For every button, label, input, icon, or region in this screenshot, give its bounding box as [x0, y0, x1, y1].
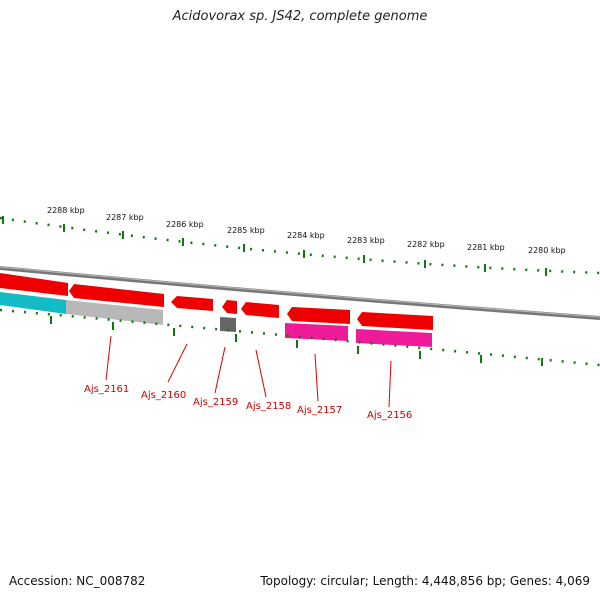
inner-scale-track: [0, 308, 600, 367]
genome-stats-text: Topology: circular; Length: 4,448,856 bp…: [260, 574, 590, 588]
scale-label: 2284 kbp: [287, 231, 325, 240]
genome-backbone: [0, 266, 600, 320]
gene-label-ajs-2156[interactable]: Ajs_2156: [367, 410, 412, 421]
inner-dotted-ruler: [0, 308, 600, 367]
inner-major-tick: [173, 328, 175, 336]
forward-strand-genes: [0, 273, 433, 330]
callout-line: [314, 353, 319, 402]
outer-major-tick: [63, 224, 65, 232]
inner-major-tick: [357, 346, 359, 354]
gene-label-ajs-2158[interactable]: Ajs_2158: [246, 401, 291, 412]
outer-major-tick: [363, 255, 365, 263]
feature-cyan[interactable]: [0, 292, 66, 314]
backbone-line: [0, 266, 600, 320]
feature-magenta-2156[interactable]: [356, 329, 432, 347]
inner-major-tick: [112, 322, 114, 330]
gene-arrow-ajs-2160[interactable]: [69, 284, 164, 307]
backbone-highlight: [0, 266, 600, 318]
inner-major-tick: [50, 316, 52, 324]
feature-magenta-2157[interactable]: [285, 323, 348, 341]
inner-major-tick: [480, 355, 482, 363]
outer-major-tick: [484, 264, 486, 272]
callout-line: [105, 335, 112, 381]
scale-label: 2281 kbp: [467, 243, 505, 252]
outer-major-tick: [545, 268, 547, 276]
outer-major-tick: [122, 231, 124, 239]
gene-arrow-ajs-2161[interactable]: [0, 273, 68, 296]
feature-gray[interactable]: [66, 300, 163, 325]
inner-major-tick: [235, 334, 237, 342]
callout-line: [255, 349, 267, 398]
outer-major-tick: [303, 250, 305, 258]
callout-line: [388, 360, 392, 408]
gene-arrow-ajs-2157[interactable]: [287, 307, 350, 324]
callout-line: [167, 343, 188, 383]
inner-major-tick: [541, 358, 543, 366]
gene-labels: Ajs_2161 Ajs_2160 Ajs_2159 Ajs_2158 Ajs_…: [84, 384, 412, 421]
outer-major-tick: [424, 260, 426, 268]
inner-major-tick: [419, 351, 421, 359]
gene-label-ajs-2160[interactable]: Ajs_2160: [141, 390, 186, 401]
feature-dark-small[interactable]: [220, 317, 236, 332]
gene-arrow-ajs-2159[interactable]: [171, 296, 213, 311]
scale-labels: 2288 kbp 2287 kbp 2286 kbp 2285 kbp 2284…: [47, 206, 566, 255]
outer-dotted-ruler: [0, 216, 600, 275]
accession-text: Accession: NC_008782: [9, 574, 146, 588]
outer-scale-track: [0, 216, 600, 276]
scale-label: 2285 kbp: [227, 226, 265, 235]
outer-major-tick: [2, 216, 4, 224]
scale-label: 2288 kbp: [47, 206, 85, 215]
gene-arrow-ajs-2156[interactable]: [357, 312, 433, 330]
outer-major-tick: [243, 244, 245, 252]
scale-label: 2287 kbp: [106, 213, 144, 222]
map-title: Acidovorax sp. JS42, complete genome: [172, 9, 428, 24]
inner-features: [0, 292, 432, 347]
scale-label: 2283 kbp: [347, 236, 385, 245]
gene-label-ajs-2161[interactable]: Ajs_2161: [84, 384, 129, 395]
callout-lines: [105, 335, 392, 408]
scale-label: 2282 kbp: [407, 240, 445, 249]
gene-arrow-ajs-2158-small[interactable]: [222, 300, 237, 314]
gene-label-ajs-2159[interactable]: Ajs_2159: [193, 397, 238, 408]
gene-label-ajs-2157[interactable]: Ajs_2157: [297, 405, 342, 416]
scale-label: 2280 kbp: [528, 246, 566, 255]
gene-arrow-ajs-2158[interactable]: [241, 302, 279, 318]
callout-line: [214, 346, 226, 394]
scale-label: 2286 kbp: [166, 220, 204, 229]
inner-major-tick: [296, 340, 298, 348]
outer-major-tick: [182, 238, 184, 246]
